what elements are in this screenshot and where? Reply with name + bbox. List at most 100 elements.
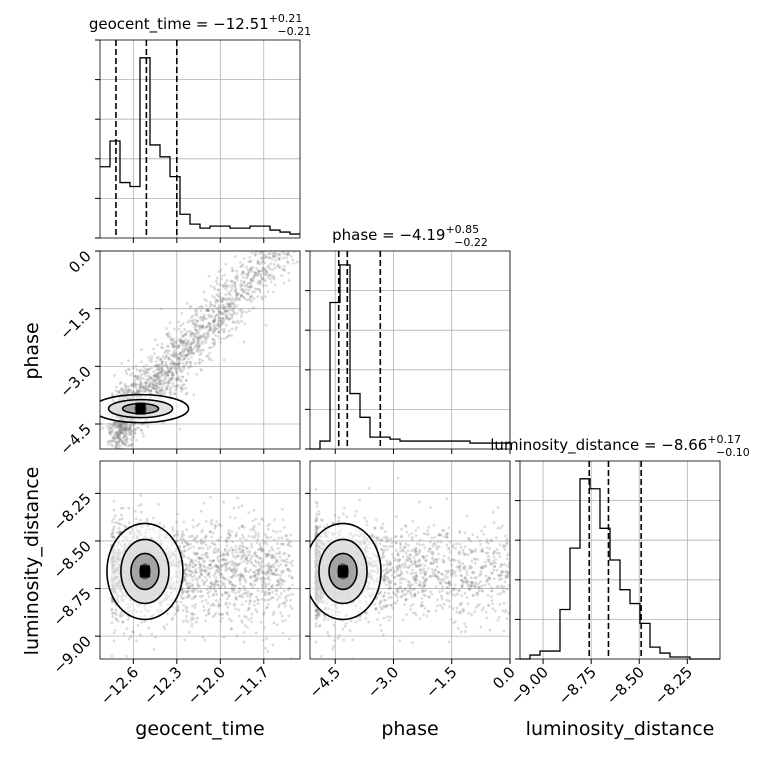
- sample-point: [248, 550, 252, 554]
- sample-point: [256, 259, 260, 263]
- sample-point: [136, 624, 140, 627]
- sample-point: [269, 571, 273, 575]
- sample-point: [421, 543, 425, 547]
- sample-point: [174, 606, 178, 610]
- sample-point: [457, 551, 461, 555]
- sample-point: [263, 261, 266, 264]
- sample-point: [179, 386, 183, 389]
- sample-point: [170, 371, 174, 375]
- sample-point: [171, 359, 174, 363]
- sample-point: [179, 330, 183, 334]
- sample-point: [400, 590, 404, 594]
- sample-point: [171, 529, 175, 532]
- sample-point: [227, 284, 231, 288]
- sample-point: [210, 359, 214, 362]
- sample-point: [145, 520, 149, 523]
- sample-point: [283, 560, 287, 564]
- sample-point: [150, 355, 154, 358]
- sample-point: [198, 357, 201, 361]
- sample-point: [259, 567, 263, 571]
- sample-point: [268, 267, 272, 271]
- sample-point: [167, 381, 171, 385]
- sample-point: [229, 305, 233, 309]
- sample-point: [181, 375, 185, 379]
- sample-point: [271, 252, 274, 255]
- sample-point: [166, 367, 170, 371]
- sample-point: [230, 334, 234, 337]
- sample-point: [165, 381, 169, 385]
- sample-point: [272, 566, 276, 569]
- sample-point: [182, 533, 186, 537]
- sample-point: [147, 383, 151, 387]
- sample-point: [185, 610, 189, 614]
- sample-point: [217, 548, 221, 552]
- sample-point: [166, 374, 170, 378]
- sample-point: [212, 330, 215, 334]
- sample-point: [120, 441, 124, 445]
- sample-point: [135, 426, 139, 430]
- sample-point: [118, 426, 121, 430]
- sample-point: [231, 309, 235, 313]
- sample-point: [137, 388, 141, 392]
- sample-point: [221, 563, 225, 567]
- sample-point: [153, 374, 157, 378]
- sample-point: [224, 603, 228, 607]
- sample-point: [258, 279, 262, 283]
- sample-point: [202, 501, 206, 505]
- sample-point: [143, 620, 147, 624]
- sample-point: [211, 559, 214, 563]
- sample-point: [160, 375, 163, 378]
- sample-point: [187, 556, 191, 560]
- sample-point: [242, 630, 246, 634]
- sample-point: [192, 337, 196, 341]
- sample-point: [260, 583, 264, 586]
- sample-point: [245, 557, 248, 561]
- sample-point: [195, 344, 199, 348]
- sample-point: [167, 349, 171, 352]
- sample-point: [215, 569, 218, 573]
- sample-point: [218, 282, 222, 286]
- sample-point: [146, 385, 150, 388]
- sample-point: [182, 358, 186, 362]
- sample-point: [150, 357, 154, 361]
- sample-point: [221, 576, 225, 580]
- sample-point: [106, 443, 110, 446]
- sample-point: [128, 368, 131, 371]
- sample-point: [192, 545, 196, 549]
- sample-point: [240, 309, 243, 312]
- sample-point: [226, 305, 230, 309]
- sample-point: [242, 576, 246, 580]
- sample-point: [264, 279, 267, 283]
- sample-point: [281, 619, 284, 623]
- sample-point: [267, 567, 271, 571]
- sample-point: [237, 614, 241, 618]
- sample-point: [113, 439, 117, 443]
- sample-point: [241, 283, 244, 287]
- sample-point: [385, 559, 389, 563]
- sample-point: [174, 351, 177, 354]
- sample-point: [182, 333, 185, 337]
- sample-point: [119, 506, 123, 510]
- sample-point: [286, 568, 290, 572]
- sample-point: [246, 268, 250, 271]
- sample-point: [207, 595, 211, 599]
- sample-point: [236, 293, 239, 297]
- sample-point: [176, 608, 180, 612]
- sample-point: [185, 564, 188, 568]
- sample-point: [206, 309, 210, 313]
- sample-point: [139, 510, 143, 514]
- sample-point: [228, 297, 232, 301]
- sample-point: [152, 648, 156, 651]
- sample-point: [203, 332, 206, 335]
- sample-point: [467, 537, 471, 541]
- sample-point: [240, 619, 243, 622]
- sample-point: [216, 604, 220, 608]
- sample-point: [372, 602, 376, 606]
- sample-point: [240, 593, 244, 596]
- sample-point: [164, 349, 168, 353]
- sample-point: [131, 442, 134, 446]
- sample-point: [124, 430, 127, 434]
- sample-point: [213, 314, 217, 318]
- sample-point: [185, 614, 188, 618]
